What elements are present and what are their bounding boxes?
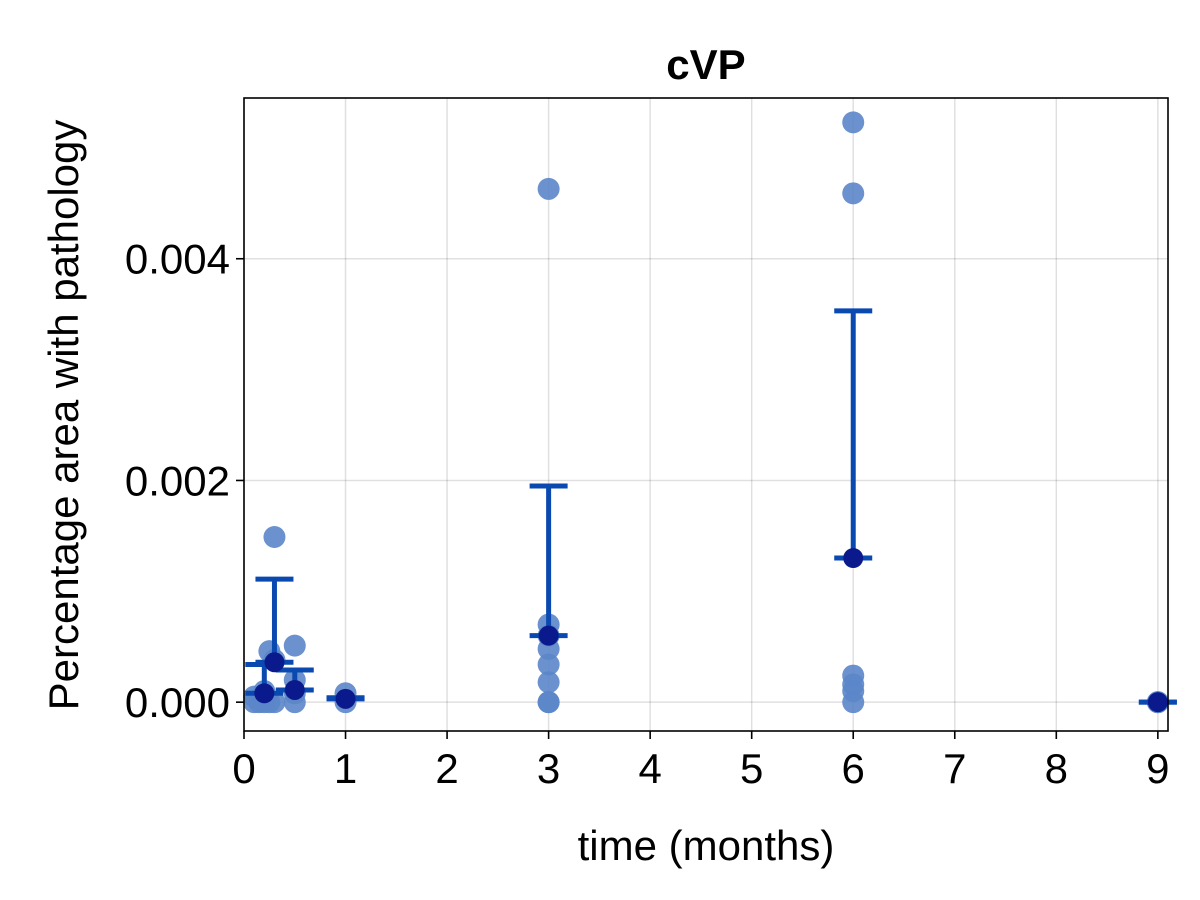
x-tick-label: 8 xyxy=(1045,745,1068,792)
x-tick-label: 7 xyxy=(943,745,966,792)
y-axis-label: Percentage area with pathology xyxy=(40,120,87,711)
data-point xyxy=(842,182,865,205)
x-tick-label: 3 xyxy=(537,745,560,792)
data-point xyxy=(537,671,560,694)
data-point xyxy=(842,691,865,714)
data-point xyxy=(283,634,306,657)
data-points xyxy=(243,111,1169,714)
mean-marker xyxy=(254,683,275,704)
grid xyxy=(243,98,1168,731)
x-tick-label: 6 xyxy=(842,745,865,792)
y-tick-label: 0.000 xyxy=(125,679,230,726)
data-point xyxy=(537,691,560,714)
mean-marker xyxy=(538,625,559,646)
x-tick-label: 9 xyxy=(1146,745,1169,792)
mean-marker xyxy=(264,652,285,673)
mean-markers xyxy=(254,548,1168,713)
data-point xyxy=(537,177,560,200)
error-bars xyxy=(245,308,1177,705)
x-tick-label: 5 xyxy=(740,745,763,792)
chart-title: cVP xyxy=(666,41,745,88)
axis-ticks: 0 1 2 3 4 5 6 7 8 9 0.000 0.002 0.004 xyxy=(125,236,1170,792)
plot-frame xyxy=(243,97,1169,732)
x-axis-label: time (months) xyxy=(578,822,835,869)
mean-marker xyxy=(843,548,864,569)
data-point xyxy=(537,653,560,676)
data-point xyxy=(263,525,286,548)
y-tick-label: 0.002 xyxy=(125,457,230,504)
mean-marker xyxy=(1147,692,1168,713)
x-tick-label: 4 xyxy=(638,745,661,792)
mean-marker xyxy=(335,688,356,709)
x-tick-label: 0 xyxy=(232,745,255,792)
mean-marker xyxy=(284,679,305,700)
x-tick-label: 2 xyxy=(435,745,458,792)
x-tick-label: 1 xyxy=(334,745,357,792)
data-point xyxy=(842,111,865,134)
y-tick-label: 0.004 xyxy=(125,236,230,283)
